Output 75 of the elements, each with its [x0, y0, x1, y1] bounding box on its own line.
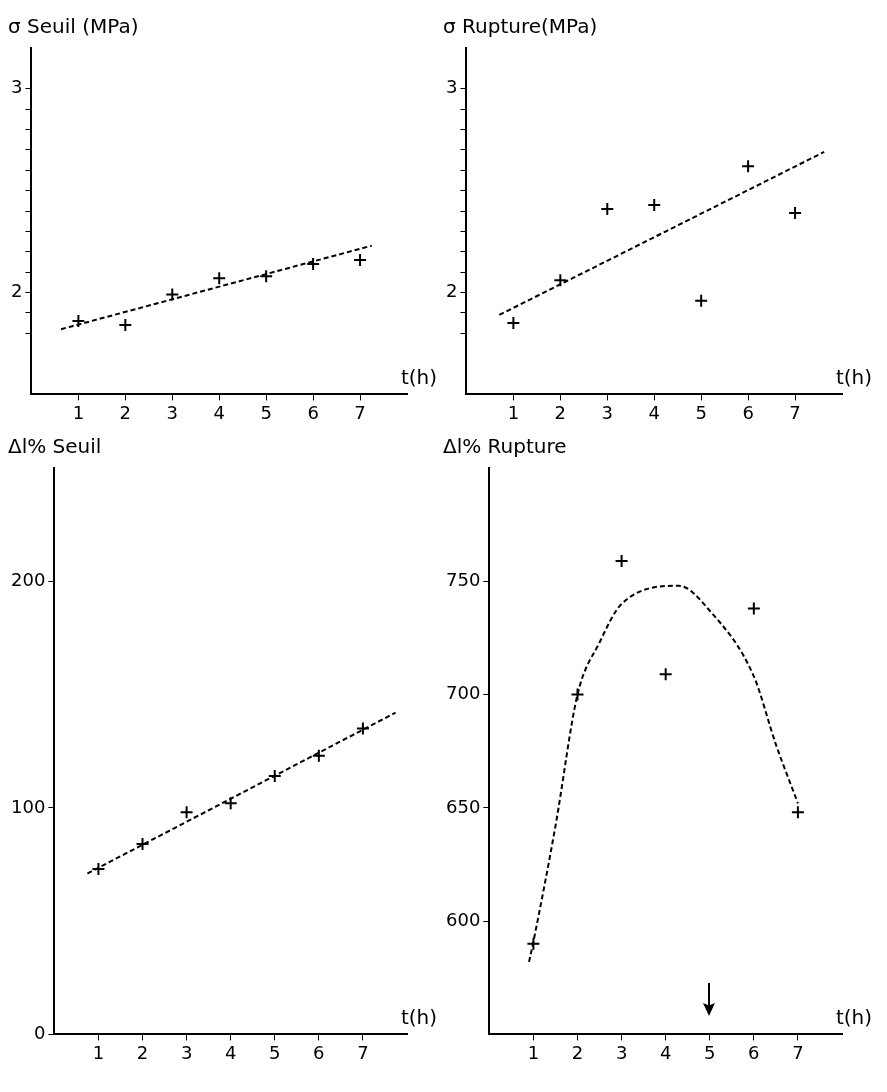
point	[553, 273, 568, 288]
point	[259, 269, 274, 284]
x-tick-label: 3	[166, 401, 179, 423]
x-tick-label: 1	[72, 401, 85, 423]
x-tick-label: 4	[224, 1041, 237, 1063]
point	[790, 805, 805, 820]
x-tick-label: 4	[648, 401, 660, 423]
chart-title: σ Rupture(MPa)	[443, 14, 598, 39]
x-tick-label: 5	[260, 401, 272, 423]
point	[91, 862, 106, 877]
y-tick-label: 600	[446, 908, 481, 930]
point	[600, 201, 615, 216]
x-tick-label: 6	[748, 1041, 760, 1063]
point	[570, 687, 585, 702]
x-tick-label: 5	[704, 1041, 716, 1063]
x-axis-title: t(h)	[835, 364, 872, 389]
point	[506, 316, 521, 331]
point	[118, 318, 133, 333]
line-series	[528, 584, 799, 963]
point	[647, 197, 662, 212]
x-tick-label: 1	[527, 1041, 540, 1063]
x-tick-label: 7	[354, 401, 366, 423]
point	[526, 936, 541, 951]
x-tick-label: 4	[213, 401, 225, 423]
chart-title: Δl% Rupture	[443, 434, 567, 459]
y-tick-label: 2	[446, 280, 458, 302]
point	[311, 748, 326, 763]
point	[135, 837, 150, 852]
x-tick-label: 3	[601, 401, 614, 423]
x-tick-label: 1	[92, 1041, 105, 1063]
x-tick-label: 6	[307, 401, 319, 423]
point	[212, 271, 227, 286]
chart-title: σ Seuil (MPa)	[8, 14, 139, 39]
y-tick-label: 200	[11, 568, 46, 590]
x-axis-title: t(h)	[400, 364, 437, 389]
point	[355, 721, 370, 736]
y-tick-label: 3	[11, 76, 23, 98]
point	[788, 206, 803, 221]
point	[353, 252, 368, 267]
point	[71, 314, 86, 329]
x-tick-label: 6	[313, 1041, 325, 1063]
x-tick-label: 3	[180, 1041, 193, 1063]
x-tick-label: 2	[554, 401, 567, 423]
point	[179, 805, 194, 820]
point	[267, 769, 282, 784]
chart-title: Δl% Seuil	[8, 434, 102, 459]
x-tick-label: 2	[571, 1041, 584, 1063]
y-tick-label: 2	[11, 280, 23, 302]
x-tick-label: 1	[507, 401, 520, 423]
y-tick-label: 0	[33, 1022, 46, 1044]
x-tick-label: 7	[789, 401, 801, 423]
point	[165, 287, 180, 302]
y-tick-label: 650	[446, 795, 481, 817]
y-tick-label: 700	[446, 682, 481, 704]
point	[306, 256, 321, 271]
x-tick-label: 7	[792, 1041, 804, 1063]
point	[746, 601, 761, 616]
point	[694, 293, 709, 308]
x-tick-label: 3	[615, 1041, 628, 1063]
x-tick-label: 5	[269, 1041, 281, 1063]
x-axis-title: t(h)	[400, 1004, 437, 1029]
point	[223, 796, 238, 811]
x-tick-label: 7	[357, 1041, 369, 1063]
x-tick-label: 4	[659, 1041, 672, 1063]
x-tick-label: 2	[119, 401, 132, 423]
y-tick-label: 3	[446, 76, 458, 98]
x-tick-label: 5	[695, 401, 707, 423]
point	[614, 553, 629, 568]
point	[741, 159, 756, 174]
x-tick-label: 6	[742, 401, 754, 423]
point	[658, 667, 673, 682]
y-tick-label: 100	[11, 795, 46, 817]
y-tick-label: 750	[446, 568, 481, 590]
x-axis-title: t(h)	[835, 1004, 872, 1029]
x-tick-label: 2	[136, 1041, 149, 1063]
